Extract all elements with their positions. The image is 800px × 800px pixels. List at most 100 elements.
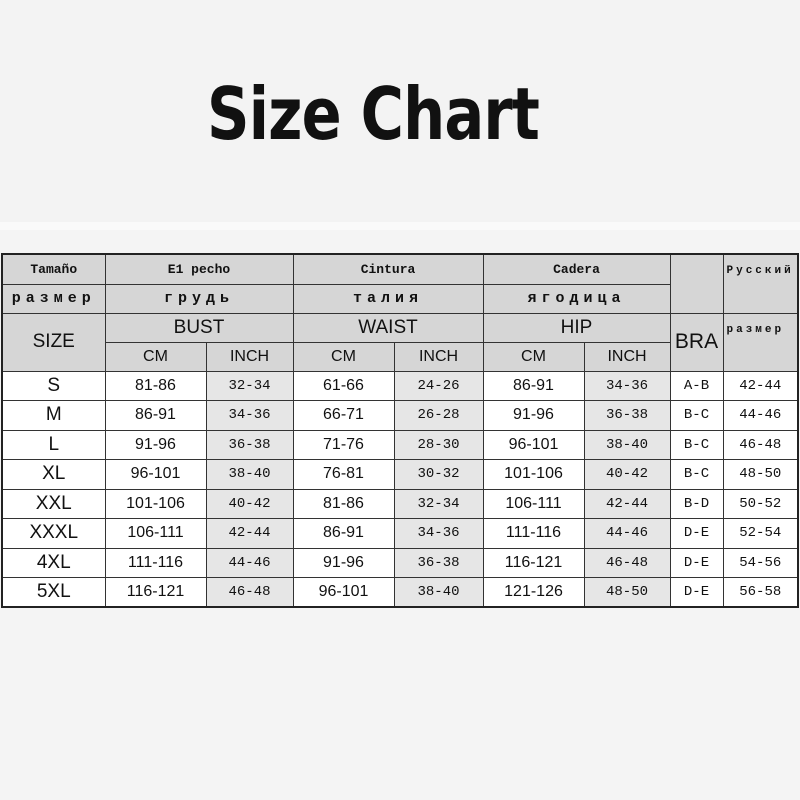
header-waist: WAIST xyxy=(292,312,484,343)
hip-inch-cell: 48-50 xyxy=(583,577,671,608)
header-waist-ru: талия xyxy=(292,283,484,314)
hip-inch-cell: 42-44 xyxy=(583,488,671,519)
bra-cell: D-E xyxy=(669,518,724,549)
waist-cm-cell: 76-81 xyxy=(292,459,395,490)
bust-inch-cell: 38-40 xyxy=(205,459,294,490)
bust-inch-cell: 46-48 xyxy=(205,577,294,608)
bra-cell: A-B xyxy=(669,370,724,401)
hip-cm-cell: 121-126 xyxy=(482,577,585,608)
header-bra: BRA xyxy=(669,312,724,372)
hip-inch-cell: 40-42 xyxy=(583,459,671,490)
table-row: L 91-96 36-38 71-76 28-30 96-101 38-40 B-C 46-48 xyxy=(1,429,799,460)
russian-size-cell: 54-56 xyxy=(722,547,799,578)
header-bust-es: E1 pecho xyxy=(104,253,294,285)
header-size-ru: размер xyxy=(1,283,106,314)
waist-inch-cell: 38-40 xyxy=(393,577,484,608)
header-hip: HIP xyxy=(482,312,671,343)
russian-size-cell: 42-44 xyxy=(722,370,799,401)
header-russian: Русский xyxy=(722,253,799,314)
hip-inch-cell: 36-38 xyxy=(583,400,671,431)
bust-cm-cell: 101-106 xyxy=(104,488,207,519)
title-area xyxy=(0,0,800,222)
header-waist-cm: CM xyxy=(292,341,395,372)
bust-cm-cell: 91-96 xyxy=(104,429,207,460)
russian-size-cell: 46-48 xyxy=(722,429,799,460)
bust-cm-cell: 116-121 xyxy=(104,577,207,608)
bust-inch-cell: 42-44 xyxy=(205,518,294,549)
hip-cm-cell: 86-91 xyxy=(482,370,585,401)
header-hip-es: Cadera xyxy=(482,253,671,285)
size-cell: XXL xyxy=(1,488,106,519)
hip-cm-cell: 101-106 xyxy=(482,459,585,490)
waist-inch-cell: 32-34 xyxy=(393,488,484,519)
hip-inch-cell: 34-36 xyxy=(583,370,671,401)
header-bust-ru: грудь xyxy=(104,283,294,314)
bust-cm-cell: 86-91 xyxy=(104,400,207,431)
waist-inch-cell: 34-36 xyxy=(393,518,484,549)
header-hip-ru: ягодица xyxy=(482,283,671,314)
size-cell: 4XL xyxy=(1,547,106,578)
table-row: XXXL 106-111 42-44 86-91 34-36 111-116 44-46 D-… xyxy=(1,518,799,549)
header-bust-cm: CM xyxy=(104,341,207,372)
hip-cm-cell: 106-111 xyxy=(482,488,585,519)
header-bust: BUST xyxy=(104,312,294,343)
russian-size-cell: 50-52 xyxy=(722,488,799,519)
table-row: S 81-86 32-34 61-66 24-26 86-91 34-36 A-B 42-44 xyxy=(1,370,799,401)
bra-cell: D-E xyxy=(669,577,724,608)
table-row: XL 96-101 38-40 76-81 30-32 101-106 40-42 B-C 48… xyxy=(1,459,799,490)
header-size: SIZE xyxy=(1,312,106,372)
hip-inch-cell: 44-46 xyxy=(583,518,671,549)
divider xyxy=(0,222,800,230)
size-cell: M xyxy=(1,400,106,431)
hip-inch-cell: 38-40 xyxy=(583,429,671,460)
bra-cell: B-D xyxy=(669,488,724,519)
size-cell: XL xyxy=(1,459,106,490)
table-row: 5XL 116-121 46-48 96-101 38-40 121-126 48-50 D-… xyxy=(1,577,799,608)
bust-cm-cell: 111-116 xyxy=(104,547,207,578)
russian-size-cell: 48-50 xyxy=(722,459,799,490)
hip-cm-cell: 116-121 xyxy=(482,547,585,578)
hip-cm-cell: 91-96 xyxy=(482,400,585,431)
waist-inch-cell: 28-30 xyxy=(393,429,484,460)
russian-size-cell: 52-54 xyxy=(722,518,799,549)
waist-cm-cell: 91-96 xyxy=(292,547,395,578)
size-cell: L xyxy=(1,429,106,460)
waist-cm-cell: 66-71 xyxy=(292,400,395,431)
bust-cm-cell: 106-111 xyxy=(104,518,207,549)
hip-cm-cell: 111-116 xyxy=(482,518,585,549)
bust-cm-cell: 96-101 xyxy=(104,459,207,490)
bust-inch-cell: 40-42 xyxy=(205,488,294,519)
size-cell: XXXL xyxy=(1,518,106,549)
bra-cell: B-C xyxy=(669,400,724,431)
waist-inch-cell: 26-28 xyxy=(393,400,484,431)
waist-cm-cell: 86-91 xyxy=(292,518,395,549)
russian-size-cell: 56-58 xyxy=(722,577,799,608)
bust-inch-cell: 36-38 xyxy=(205,429,294,460)
waist-cm-cell: 81-86 xyxy=(292,488,395,519)
size-chart-table: Tamaño E1 pecho Cintura Cadera Русский р… xyxy=(1,253,799,608)
waist-cm-cell: 71-76 xyxy=(292,429,395,460)
header-russian-size: размер xyxy=(722,312,799,372)
header-bust-inch: INCH xyxy=(205,341,294,372)
waist-inch-cell: 24-26 xyxy=(393,370,484,401)
waist-inch-cell: 30-32 xyxy=(393,459,484,490)
table-row: 4XL 111-116 44-46 91-96 36-38 116-121 46-48 D-E… xyxy=(1,547,799,578)
table-row: M 86-91 34-36 66-71 26-28 91-96 36-38 B-C 44-46 xyxy=(1,400,799,431)
waist-inch-cell: 36-38 xyxy=(393,547,484,578)
bra-cell: B-C xyxy=(669,429,724,460)
hip-cm-cell: 96-101 xyxy=(482,429,585,460)
bust-cm-cell: 81-86 xyxy=(104,370,207,401)
russian-size-cell: 44-46 xyxy=(722,400,799,431)
header-blank xyxy=(669,253,724,314)
size-cell: 5XL xyxy=(1,577,106,608)
header-hip-cm: CM xyxy=(482,341,585,372)
bra-cell: D-E xyxy=(669,547,724,578)
bust-inch-cell: 44-46 xyxy=(205,547,294,578)
page-title: Size Chart xyxy=(207,72,540,156)
waist-cm-cell: 96-101 xyxy=(292,577,395,608)
bra-cell: B-C xyxy=(669,459,724,490)
table-row: XXL 101-106 40-42 81-86 32-34 106-111 42-44 B-D… xyxy=(1,488,799,519)
hip-inch-cell: 46-48 xyxy=(583,547,671,578)
waist-cm-cell: 61-66 xyxy=(292,370,395,401)
header-waist-inch: INCH xyxy=(393,341,484,372)
